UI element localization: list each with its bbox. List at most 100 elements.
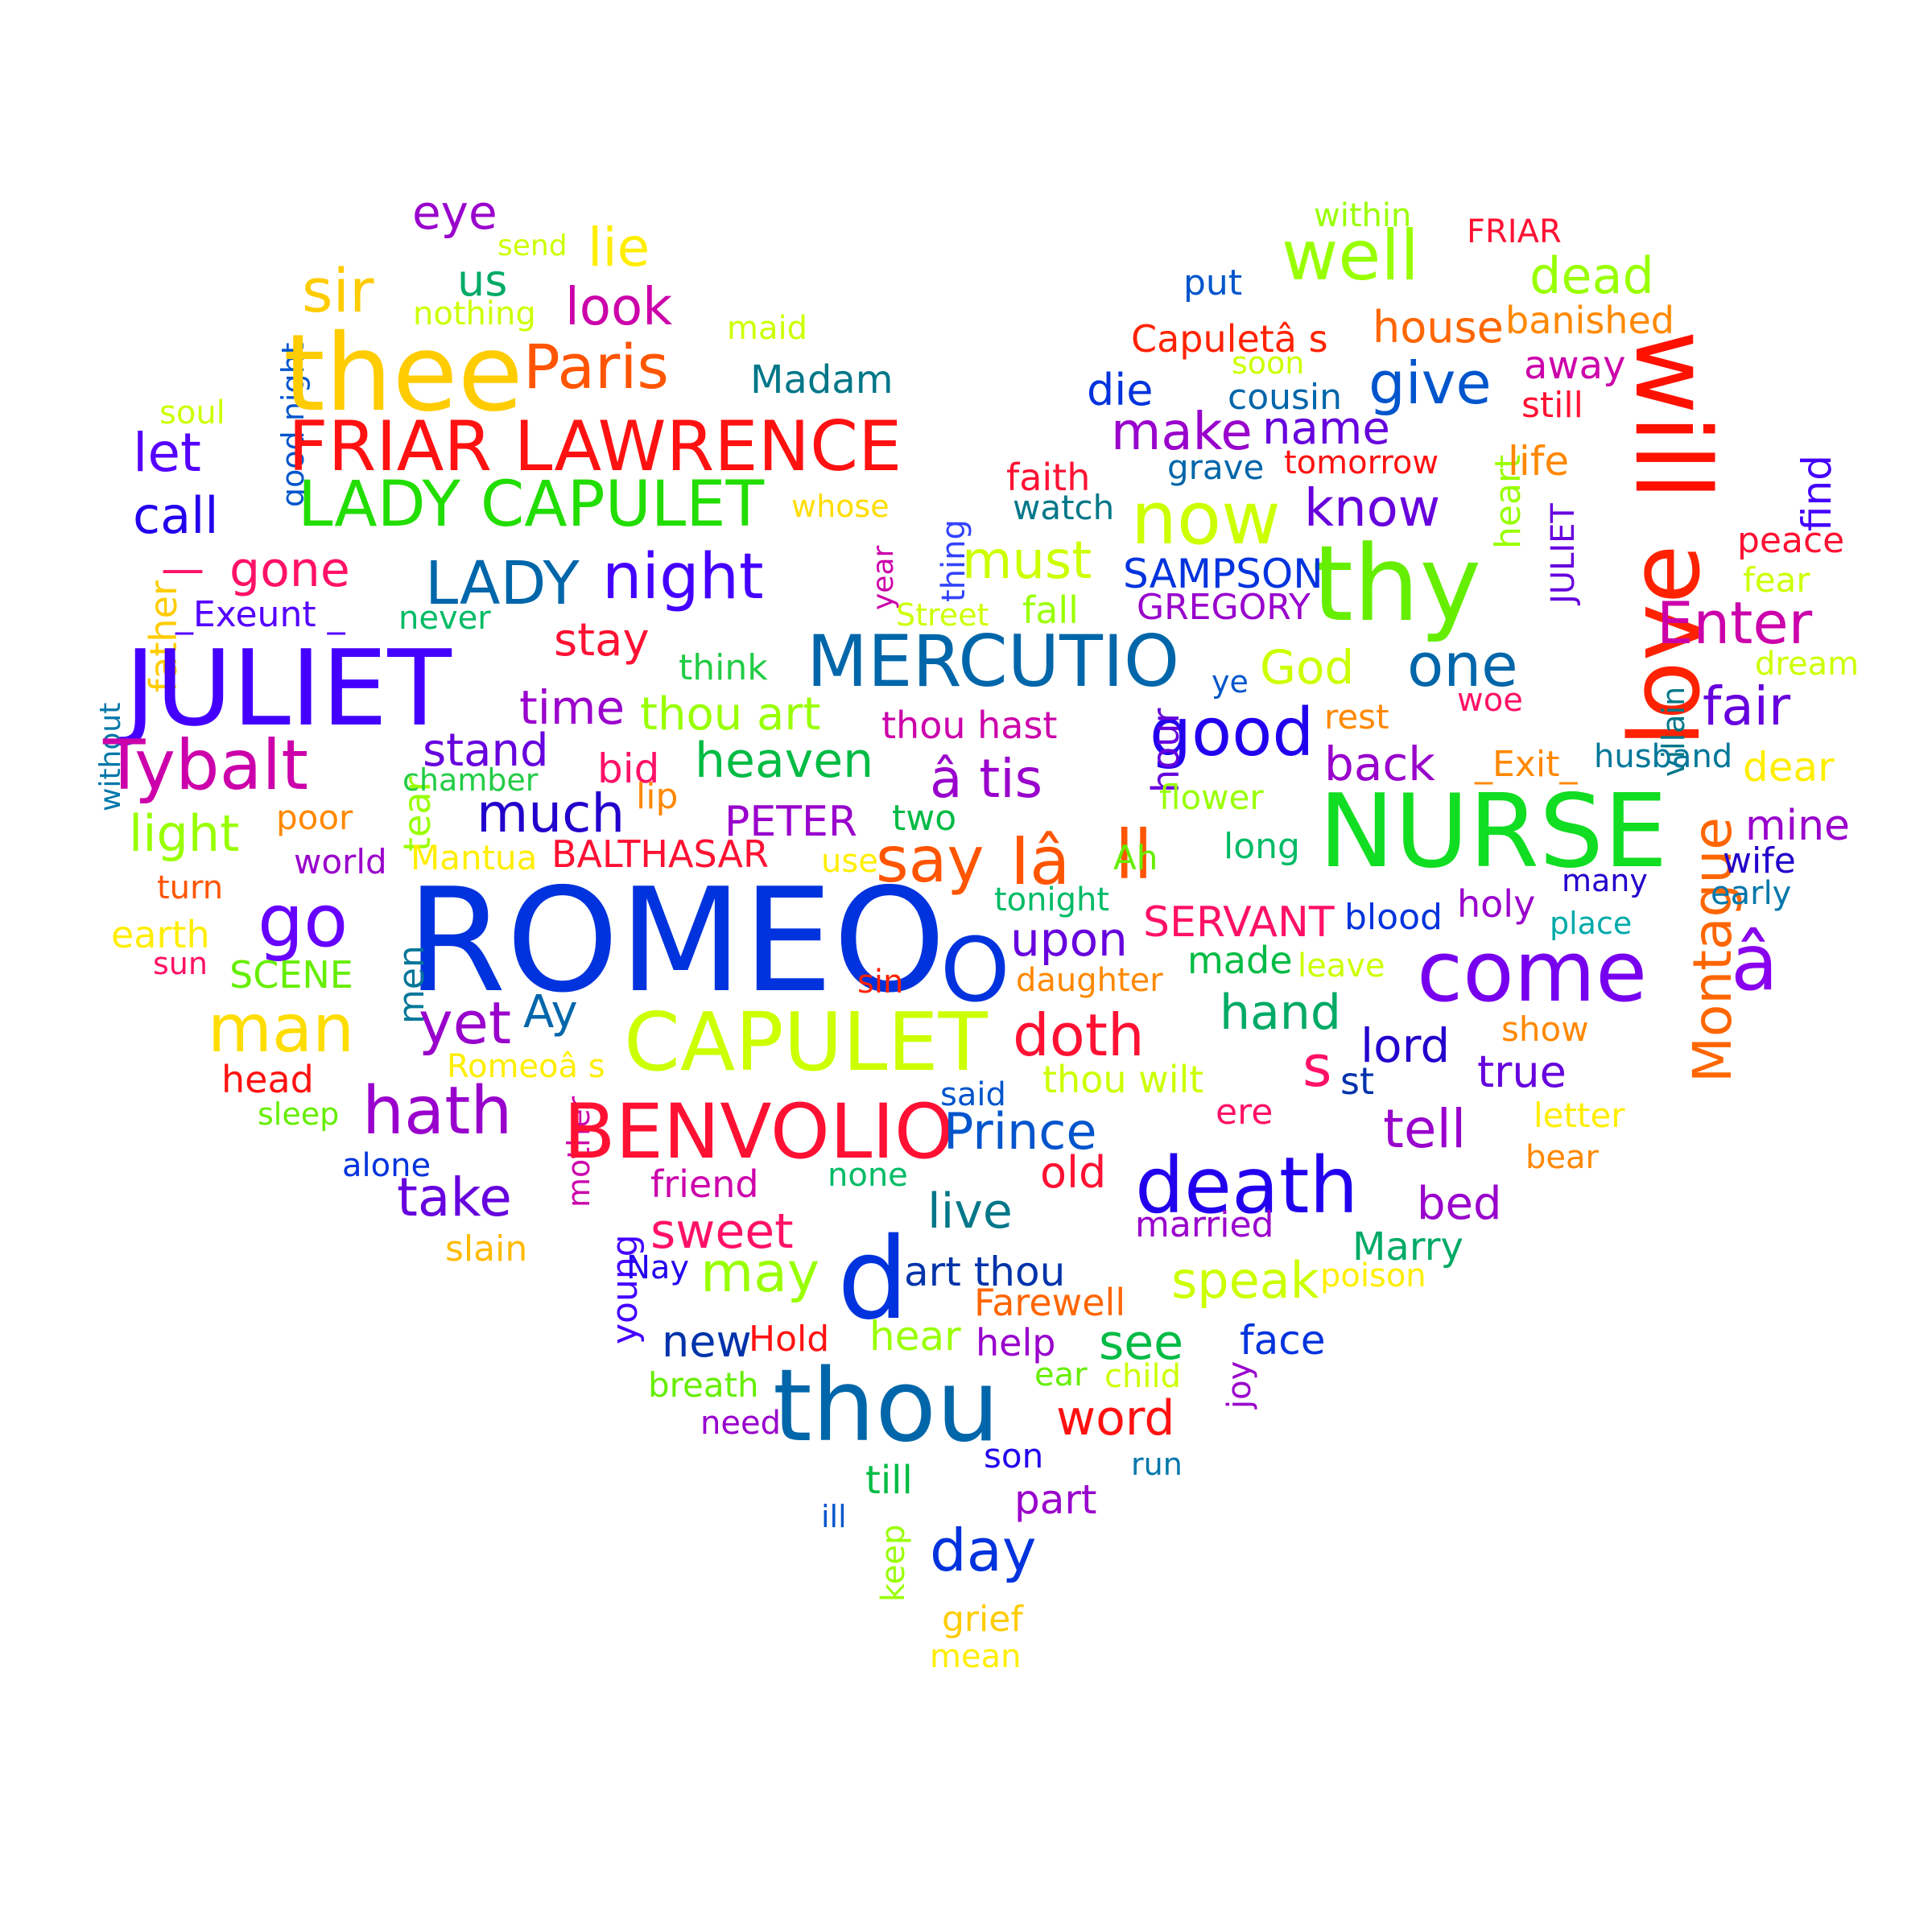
word-lady: LADY	[425, 549, 580, 618]
word-d: d	[837, 1214, 909, 1345]
word-early: early	[1711, 875, 1792, 912]
word-tybalt: Tybalt	[103, 725, 308, 806]
word-long: long	[1224, 826, 1300, 867]
word-friar-lawrence: FRIAR LAWRENCE	[288, 407, 902, 487]
word-death: death	[1135, 1141, 1359, 1231]
word-gone: gone	[229, 542, 350, 598]
word-know: know	[1304, 479, 1441, 539]
word-whose: whose	[791, 489, 890, 524]
word-watch: watch	[1013, 488, 1115, 527]
word-tis: â tis	[930, 748, 1043, 810]
word-ill: ill	[821, 1499, 847, 1534]
word-none: none	[828, 1157, 908, 1194]
word-enter: Enter	[1657, 589, 1813, 657]
word-romeos: Romeoâ s	[447, 1048, 605, 1085]
word-think: think	[679, 647, 768, 688]
word-dream: dream	[1755, 646, 1860, 683]
word-juliet-small: JULIET	[1545, 503, 1582, 604]
word-said: said	[940, 1076, 1006, 1113]
word-juliet: JULIET	[125, 627, 452, 749]
word-grave: grave	[1167, 448, 1265, 487]
word-st: st	[1340, 1059, 1375, 1103]
word-nay: Nay	[626, 1249, 690, 1286]
word-maid: maid	[727, 310, 807, 347]
word-letter: letter	[1534, 1096, 1625, 1135]
word-never: never	[398, 600, 491, 637]
word-let: let	[133, 422, 201, 484]
word-one: one	[1407, 631, 1518, 700]
word-die: die	[1087, 365, 1154, 415]
word-o: O	[940, 919, 1010, 1022]
word-nurse: NURSE	[1319, 772, 1668, 890]
word-sampson: SAMPSON	[1123, 551, 1323, 597]
word-art-thou: art thou	[904, 1249, 1066, 1295]
word-poor: poor	[276, 798, 353, 837]
word-year: year	[867, 545, 900, 610]
word-paris: Paris	[523, 331, 669, 402]
word-face: face	[1240, 1317, 1326, 1364]
word-bid: bid	[597, 745, 660, 792]
word-farewell: Farewell	[974, 1281, 1126, 1324]
word-exit: _Exit_	[1475, 744, 1578, 785]
word-new: new	[662, 1316, 752, 1367]
word-cousin: cousin	[1228, 377, 1343, 418]
word-doth: doth	[1013, 1001, 1145, 1069]
word-fair: fair	[1703, 675, 1791, 737]
word-stay: stay	[554, 614, 650, 667]
word-wife: wife	[1723, 840, 1796, 881]
word-grief: grief	[942, 1599, 1023, 1640]
word-heaven: heaven	[695, 733, 874, 789]
word-come: come	[1417, 923, 1648, 1021]
word-go: go	[258, 879, 349, 964]
word-holy: holy	[1457, 882, 1536, 926]
word-a-circ: â	[1731, 918, 1778, 1008]
word-hand: hand	[1220, 985, 1341, 1041]
word-dash: —	[161, 543, 204, 594]
word-place: place	[1550, 906, 1633, 941]
word-faith: faith	[1006, 456, 1091, 499]
word-use: use	[821, 843, 878, 880]
word-mercutio: MERCUTIO	[807, 620, 1180, 703]
word-banished: banished	[1505, 299, 1674, 342]
word-time: time	[519, 680, 625, 735]
word-say: say	[876, 824, 985, 897]
word-madam: Madam	[750, 357, 894, 402]
word-good: good	[1150, 695, 1315, 771]
word-lie: lie	[588, 217, 650, 279]
word-married: married	[1135, 1204, 1274, 1245]
word-sleep: sleep	[258, 1096, 340, 1132]
word-light: light	[129, 804, 240, 863]
word-help: help	[976, 1321, 1056, 1364]
word-ll: ll	[1115, 815, 1153, 894]
word-blood: blood	[1344, 897, 1443, 938]
word-s: s	[1302, 1034, 1332, 1100]
word-fall: fall	[1022, 588, 1079, 632]
word-name: name	[1262, 402, 1390, 455]
word-marry: Marry	[1352, 1224, 1463, 1269]
word-benvolio: BENVOLIO	[564, 1088, 954, 1176]
word-mine: mine	[1745, 802, 1851, 850]
word-stand: stand	[423, 724, 549, 777]
word-slain: slain	[445, 1228, 528, 1269]
word-hath: hath	[362, 1073, 513, 1150]
word-bed: bed	[1417, 1178, 1502, 1230]
word-daughter: daughter	[1016, 962, 1163, 999]
word-capulets: Capuletâ s	[1131, 317, 1328, 361]
word-friar: FRIAR	[1467, 213, 1562, 250]
word-mantua: Mantua	[411, 838, 538, 877]
word-joy: joy	[1221, 1360, 1258, 1409]
word-give: give	[1368, 349, 1492, 417]
word-lord: lord	[1360, 1018, 1451, 1073]
word-sweet: sweet	[650, 1203, 794, 1260]
word-prince: Prince	[943, 1102, 1097, 1161]
word-need: need	[700, 1405, 781, 1442]
word-man: man	[208, 991, 355, 1067]
word-thou-wilt: thou wilt	[1042, 1058, 1204, 1101]
word-well: well	[1282, 216, 1420, 296]
word-keep: keep	[875, 1524, 912, 1602]
word-two: two	[892, 798, 957, 839]
word-hold: Hold	[749, 1319, 830, 1360]
word-tell: tell	[1383, 1098, 1467, 1160]
word-world: world	[294, 842, 387, 881]
